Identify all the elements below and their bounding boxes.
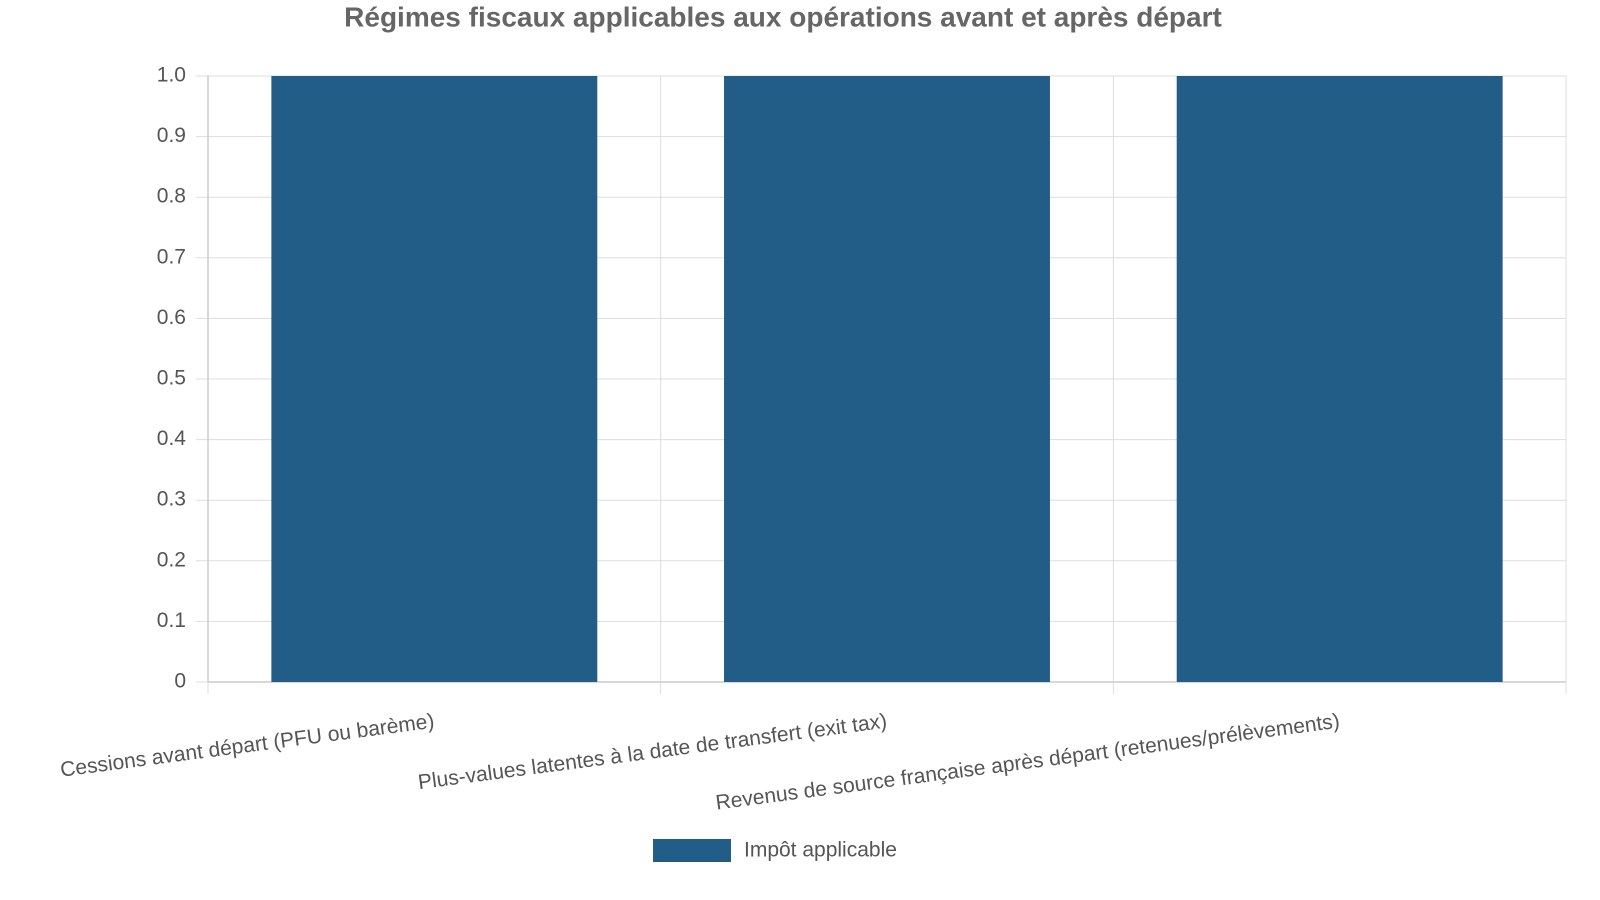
bar [724, 76, 1050, 682]
legend-label: Impôt applicable [744, 839, 897, 862]
y-tick-label: 0 [174, 670, 186, 693]
x-tick-label: Cessions avant départ (PFU ou barème) [59, 710, 436, 782]
y-tick-label: 1.0 [157, 64, 186, 87]
legend-swatch [653, 839, 731, 862]
y-tick-label: 0.5 [157, 367, 186, 390]
y-tick-label: 0.8 [157, 185, 186, 208]
bar [1176, 76, 1503, 682]
chart-title: Régimes fiscaux applicables aux opératio… [344, 1, 1222, 32]
y-tick-label: 0.7 [157, 245, 186, 268]
y-tick-label: 0.1 [157, 609, 186, 632]
y-tick-label: 0.2 [157, 548, 186, 571]
bar [271, 76, 598, 682]
y-tick-label: 0.3 [157, 488, 186, 511]
y-tick-label: 0.9 [157, 124, 186, 147]
y-tick-label: 0.4 [157, 427, 187, 450]
y-tick-label: 0.6 [157, 306, 186, 329]
